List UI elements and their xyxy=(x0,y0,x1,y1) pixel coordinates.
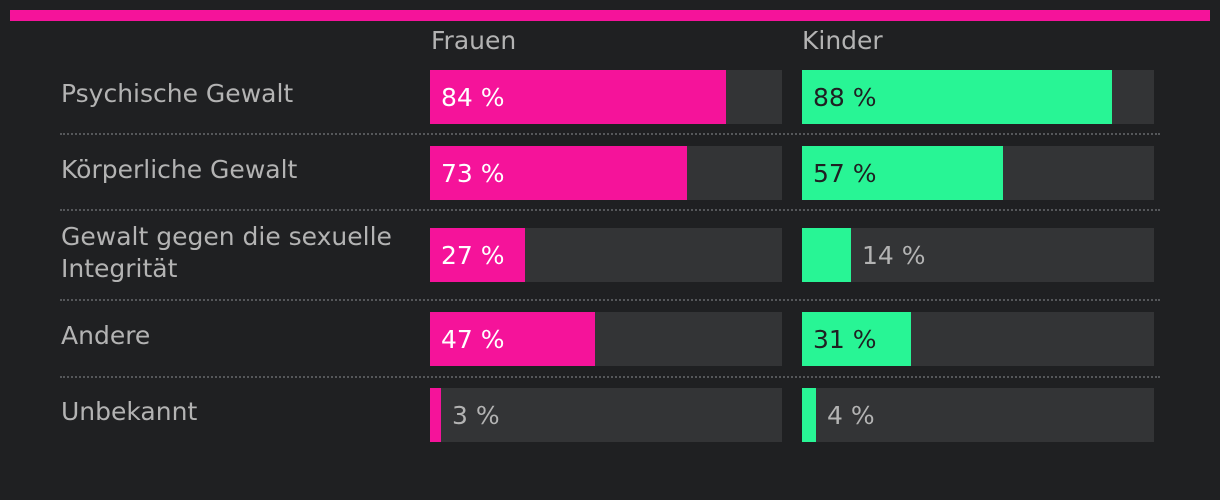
bar-track-kinder: 14 % xyxy=(802,228,1154,282)
bar-frauen xyxy=(430,228,525,282)
data-label: 57 % xyxy=(813,158,877,188)
bar-kinder xyxy=(802,388,816,442)
bar-frauen xyxy=(430,146,687,200)
bar-kinder xyxy=(802,312,911,366)
series-header-frauen: Frauen xyxy=(431,26,517,55)
bar-track-kinder: 57 % xyxy=(802,146,1154,200)
bar-track-kinder: 31 % xyxy=(802,312,1154,366)
row-divider xyxy=(60,376,1160,378)
bar-kinder xyxy=(802,146,1003,200)
bar-track-frauen: 73 % xyxy=(430,146,782,200)
data-label: 84 % xyxy=(441,82,505,112)
row-divider xyxy=(60,299,1160,301)
top-accent-rule xyxy=(10,10,1210,21)
data-label: 73 % xyxy=(441,158,505,188)
bar-frauen xyxy=(430,312,595,366)
bar-track-frauen: 47 % xyxy=(430,312,782,366)
bar-kinder xyxy=(802,70,1112,124)
bar-track-frauen: 84 % xyxy=(430,70,782,124)
data-label: 27 % xyxy=(441,240,505,270)
data-label: 88 % xyxy=(813,82,877,112)
row-label: Gewalt gegen die sexuelle Integrität xyxy=(61,222,392,283)
row-label: Psychische Gewalt xyxy=(61,79,294,108)
row-label: Andere xyxy=(61,321,151,350)
data-label: 47 % xyxy=(441,324,505,354)
bar-track-frauen: 27 % xyxy=(430,228,782,282)
bar-frauen xyxy=(430,388,441,442)
series-header-kinder: Kinder xyxy=(802,26,883,55)
bar-track-kinder: 4 % xyxy=(802,388,1154,442)
row-divider xyxy=(60,209,1160,211)
bar-frauen xyxy=(430,70,726,124)
data-label: 4 % xyxy=(827,400,875,430)
data-label: 14 % xyxy=(862,240,926,270)
bar-track-kinder: 88 % xyxy=(802,70,1154,124)
row-label: Unbekannt xyxy=(61,397,198,426)
bar-kinder xyxy=(802,228,851,282)
data-label: 3 % xyxy=(452,400,500,430)
bar-track-frauen: 3 % xyxy=(430,388,782,442)
row-divider xyxy=(60,133,1160,135)
row-label: Körperliche Gewalt xyxy=(61,155,298,184)
data-label: 31 % xyxy=(813,324,877,354)
